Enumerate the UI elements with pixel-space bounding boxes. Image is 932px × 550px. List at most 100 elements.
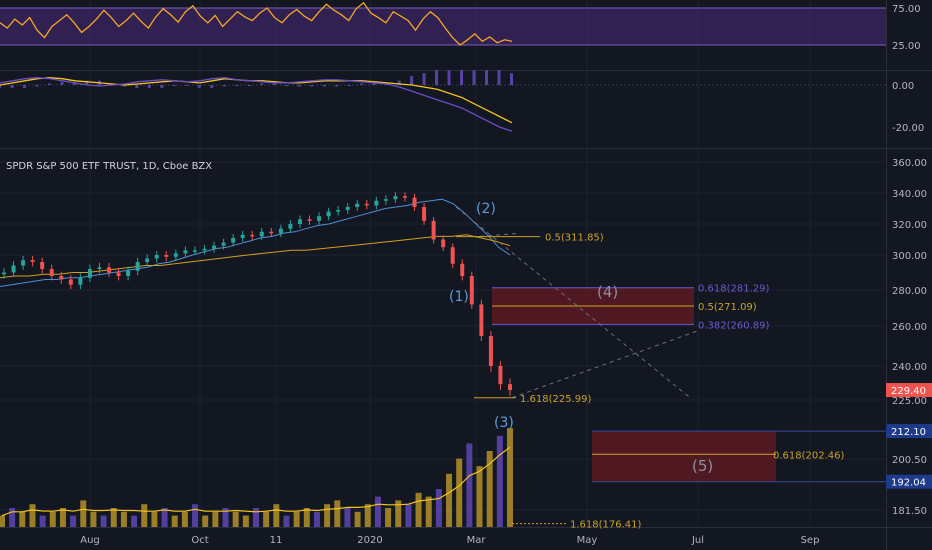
macd-histogram-bar — [435, 70, 439, 85]
macd-histogram-bar — [485, 70, 489, 85]
x-tick-label: 2020 — [357, 535, 382, 546]
macd-histogram-bar — [460, 70, 464, 85]
price-tick-label: 225.00 — [892, 396, 927, 407]
volume-bar — [466, 443, 473, 527]
macd-histogram-bar — [160, 85, 164, 88]
volume-bar — [29, 504, 36, 527]
candle-body — [97, 267, 102, 269]
macd-histogram-bar — [310, 85, 314, 87]
macd-tick-label: -20.00 — [892, 123, 924, 134]
volume-bar — [202, 515, 209, 527]
price-level-badge — [886, 424, 932, 439]
macd-histogram-bar — [60, 82, 64, 85]
macd-histogram-bar — [497, 70, 501, 85]
macd-line — [0, 77, 513, 132]
volume-bar — [141, 504, 148, 527]
candle-body — [183, 250, 188, 254]
macd-histogram-bar — [172, 85, 176, 86]
price-tick-label: 200.50 — [892, 455, 927, 466]
candle-body — [460, 263, 465, 276]
candle-body — [78, 277, 83, 285]
candle-body — [173, 253, 178, 257]
volume-bar — [161, 508, 168, 527]
price-tick-label: 240.00 — [892, 362, 927, 373]
macd-histogram-bar — [422, 73, 426, 85]
volume-bar — [385, 508, 392, 527]
candle-body — [326, 211, 331, 217]
candle-body — [317, 216, 322, 221]
price-level-label: 192.04 — [891, 478, 926, 489]
volume-bar — [435, 489, 442, 527]
candle-body — [441, 239, 446, 248]
candle-body — [202, 248, 207, 251]
candle-body — [231, 237, 236, 243]
volume-bar — [456, 458, 463, 527]
macd-histogram-bar — [472, 70, 476, 85]
macd-histogram-bar — [210, 85, 214, 88]
volume-bar — [405, 504, 412, 527]
candle-body — [192, 250, 197, 252]
volume-bar — [334, 500, 341, 527]
candle-body — [49, 269, 54, 276]
volume-bar — [476, 466, 483, 527]
fib-level-label: 1.618(225.99) — [520, 394, 592, 405]
volume-bar — [9, 508, 16, 527]
macd-histogram-bar — [272, 83, 276, 85]
volume-bar — [39, 515, 46, 527]
candle-body — [135, 262, 140, 271]
volume-bar — [324, 504, 331, 527]
x-tick-label: Mar — [467, 535, 487, 546]
volume-bar — [507, 428, 513, 527]
price-tick-label: 360.00 — [892, 158, 927, 169]
candle-body — [21, 260, 26, 266]
macd-histogram-bar — [510, 73, 513, 85]
candle-body — [307, 219, 312, 221]
candle-body — [59, 276, 64, 280]
candle-body — [126, 270, 131, 276]
ma-blue-line — [0, 198, 511, 287]
candle-body — [30, 260, 35, 262]
candle-body — [345, 206, 350, 211]
candle-body — [402, 196, 407, 198]
price-tick-label: 340.00 — [892, 189, 927, 200]
candle-body — [250, 234, 255, 237]
candle-body — [422, 206, 427, 221]
volume-bar — [344, 508, 351, 527]
wave-label: (1) — [449, 289, 469, 305]
volume-bar — [110, 508, 117, 527]
x-tick-label: Oct — [191, 535, 208, 546]
candle-body — [154, 255, 159, 259]
volume-bar — [80, 500, 87, 527]
macd-tick-label: 0.00 — [892, 81, 914, 92]
candle-body — [87, 269, 92, 278]
fib-level-label: 0.618(202.46) — [773, 450, 845, 461]
macd-histogram-bar — [72, 82, 76, 85]
macd-histogram-bar — [297, 85, 301, 87]
price-tick-label: 260.00 — [892, 322, 927, 333]
candle-body — [374, 200, 379, 206]
macd-histogram-bar — [322, 85, 326, 87]
macd-histogram-bar — [22, 85, 26, 88]
projection-line — [479, 232, 521, 237]
wave-label: (5) — [692, 457, 713, 475]
volume-bar — [293, 511, 300, 527]
volume-bar — [90, 511, 97, 527]
x-tick-label: Aug — [80, 535, 100, 546]
volume-bar — [131, 515, 138, 527]
rsi-line — [0, 1, 513, 46]
price-tick-label: 181.50 — [892, 506, 927, 517]
price-tick-label: 300.00 — [892, 251, 927, 262]
candle-body — [11, 265, 16, 273]
macd-histogram-bar — [410, 76, 414, 85]
fib-level-label: 0.382(260.89) — [698, 320, 770, 331]
macd-histogram-bar — [147, 85, 151, 88]
volume-bar — [253, 508, 259, 527]
macd-histogram-bar — [397, 80, 401, 85]
macd-histogram-bar — [122, 85, 126, 87]
candle-body — [479, 304, 484, 336]
candle-body — [412, 197, 417, 207]
candle-body — [40, 262, 45, 269]
volume-bar — [313, 511, 320, 527]
price-tick-label: 280.00 — [892, 286, 927, 297]
